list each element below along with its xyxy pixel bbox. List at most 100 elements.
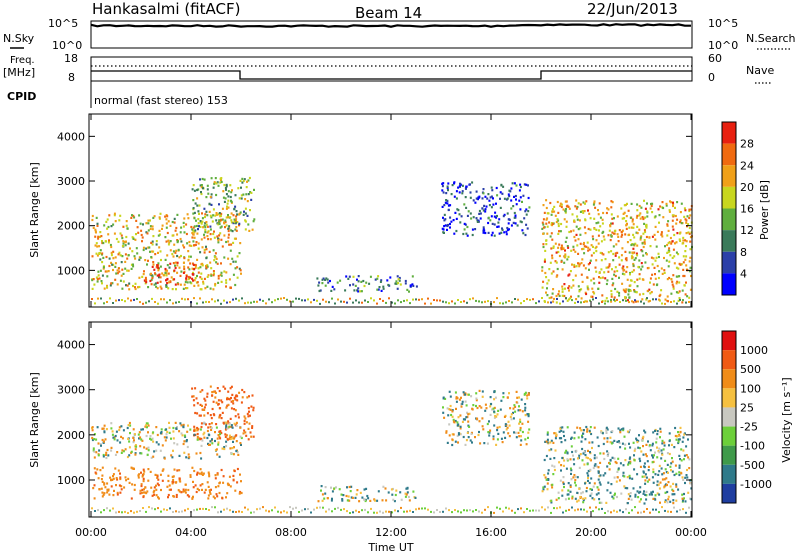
power-cell [102,267,105,270]
power-cell [379,280,382,283]
power-cell [545,243,548,246]
velocity-cell [490,402,493,406]
velocity-cell [654,494,657,497]
power-cell [331,285,334,288]
power-cell [611,277,614,280]
power-cell [126,257,129,260]
power-cell [361,301,363,304]
power-cell [673,233,676,237]
power-cell [550,232,553,235]
power-cell [576,215,579,218]
velocity-cell [204,399,207,402]
velocity-cell [651,444,654,447]
power-cell [142,246,145,249]
power-cell [639,238,642,241]
velocity-cell [631,477,634,480]
power-cell [207,274,210,277]
velocity-cell [232,453,235,456]
power-cell [96,278,99,281]
power-cell [568,285,571,288]
velocity-cell [220,399,223,402]
velocity-cell [192,480,194,483]
velocity-cell [682,499,684,502]
freq-frame [90,56,693,82]
velocity-cell [451,511,453,514]
velocity-cell [157,507,159,510]
velocity-cell [211,391,214,394]
power-cell [508,195,511,198]
power-cell [216,262,219,265]
velocity-cell [625,508,627,511]
velocity-cell [93,433,96,436]
power-cell [595,245,598,248]
power-cell [151,275,154,278]
velocity-cell [105,451,108,454]
power-cell [220,238,223,241]
power-cell [640,235,643,238]
velocity-cell [567,493,570,496]
velocity-cell [478,430,480,434]
power-cell [166,282,169,285]
power-cell [166,231,169,235]
power-cell [599,276,602,280]
velocity-cell [624,443,627,446]
velocity-cell [100,511,102,514]
power-cell [155,285,158,288]
power-cell [542,226,545,229]
velocity-cell [216,437,219,440]
velocity-cell [209,385,212,388]
velocity-cell [162,468,165,471]
power-cell [495,186,498,190]
velocity-cell [673,446,676,449]
velocity-cell [200,472,203,476]
velocity-cell [453,421,456,424]
velocity-cell [570,469,573,472]
velocity-cell [568,508,570,511]
power-cell [678,281,681,284]
power-cell [103,224,106,227]
velocity-cell [475,392,478,395]
power-cell [117,253,120,256]
velocity-cell [175,510,177,513]
velocity-cell [118,484,121,487]
power-cell [643,239,646,242]
power-cell [544,258,546,261]
power-cell [646,215,649,218]
power-cell [675,282,678,285]
velocity-cell [199,451,202,455]
power-cell [607,234,610,237]
power-cell [184,298,186,301]
velocity-cell [606,437,609,440]
velocity-cell [195,397,198,400]
power-cell [176,213,179,216]
power-cell [654,225,657,228]
power-cell [484,208,487,211]
power-cell [153,215,156,218]
power-cell [415,285,418,288]
power-cell [212,214,215,217]
velocity-cell [496,413,499,416]
velocity-cell [373,498,376,501]
velocity-cell [205,508,207,510]
power-cell [581,248,584,251]
velocity-cell [467,436,470,439]
power-cell [214,284,217,287]
power-cell [193,225,196,228]
power-cell [182,287,185,290]
velocity-colorbar-swatch [722,483,736,503]
velocity-cell [331,497,333,500]
velocity-cell [211,407,214,411]
power-cell [670,292,673,295]
power-cell [481,197,484,200]
power-cell [136,252,139,255]
velocity-cell [554,432,557,435]
power-cell [126,284,129,287]
power-cell [469,212,472,215]
power-cell [172,262,175,265]
velocity-cell [365,487,368,490]
power-cell [679,219,682,222]
velocity-cell [137,474,140,477]
power-cell [196,274,198,278]
velocity-cell [127,512,129,514]
power-cell [131,214,133,217]
